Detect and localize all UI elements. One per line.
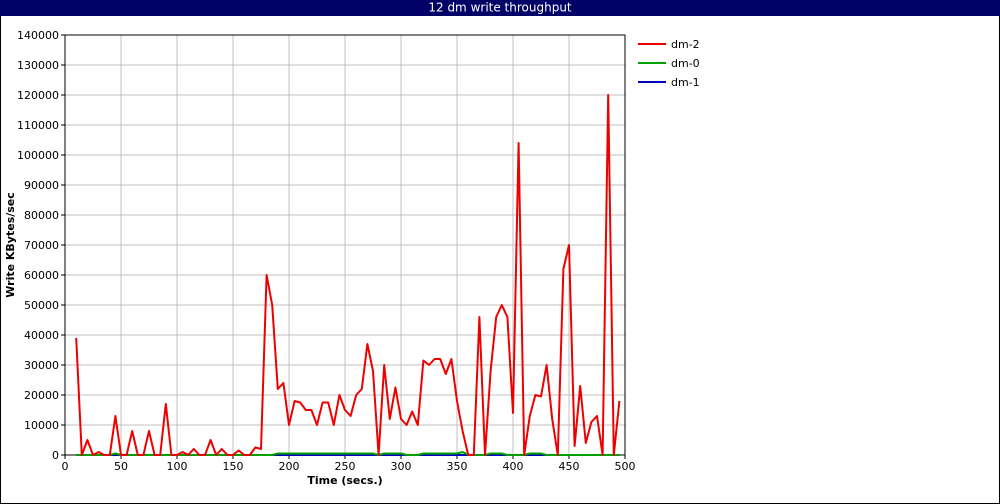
y-tick-label: 80000 (24, 209, 59, 222)
y-tick-label: 30000 (24, 359, 59, 372)
legend-label: dm-1 (671, 76, 700, 89)
x-tick-label: 300 (391, 460, 412, 473)
y-tick-label: 90000 (24, 179, 59, 192)
y-tick-label: 40000 (24, 329, 59, 342)
title-bar (0, 0, 1000, 16)
x-tick-label: 500 (615, 460, 636, 473)
y-tick-label: 70000 (24, 239, 59, 252)
y-tick-label: 0 (52, 449, 59, 462)
chart-title: 12 dm write throughput (428, 1, 572, 15)
x-tick-label: 200 (279, 460, 300, 473)
y-tick-label: 110000 (17, 119, 59, 132)
x-tick-label: 150 (223, 460, 244, 473)
legend-label: dm-0 (671, 57, 700, 70)
y-tick-label: 140000 (17, 29, 59, 42)
x-axis-label: Time (secs.) (307, 474, 382, 487)
x-tick-label: 450 (559, 460, 580, 473)
x-tick-label: 0 (62, 460, 69, 473)
y-tick-label: 130000 (17, 59, 59, 72)
x-tick-label: 50 (114, 460, 128, 473)
y-tick-label: 60000 (24, 269, 59, 282)
x-tick-label: 400 (503, 460, 524, 473)
y-tick-label: 100000 (17, 149, 59, 162)
legend-label: dm-2 (671, 38, 700, 51)
y-tick-label: 20000 (24, 389, 59, 402)
x-tick-label: 350 (447, 460, 468, 473)
y-axis-label: Write KBytes/sec (4, 192, 17, 298)
series-line (75, 94, 621, 456)
y-tick-label: 120000 (17, 89, 59, 102)
x-tick-label: 250 (335, 460, 356, 473)
x-tick-label: 100 (167, 460, 188, 473)
y-tick-label: 10000 (24, 419, 59, 432)
y-tick-label: 50000 (24, 299, 59, 312)
series-line (76, 451, 620, 456)
